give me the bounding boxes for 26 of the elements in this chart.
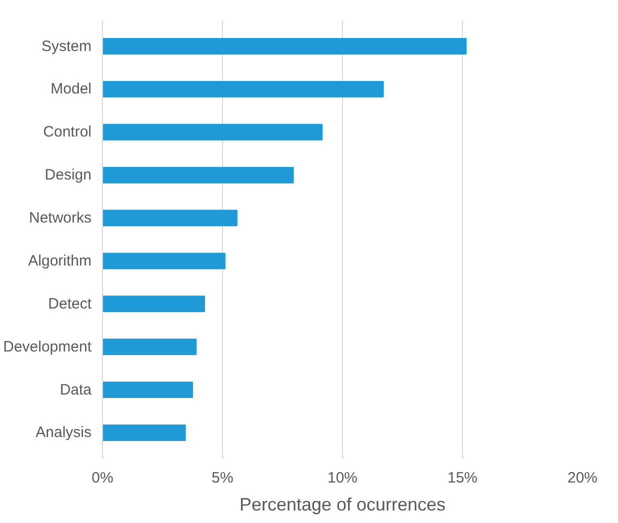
bar [102,124,323,140]
y-tick-label: Model [50,80,92,98]
x-axis-title: Percentage of ocurrences [239,494,446,514]
x-tick-label: 10% [327,470,358,486]
y-tick-label: Development [3,338,92,356]
bar [102,296,205,312]
bar [102,166,294,184]
bar [102,338,197,356]
y-tick-label: Design [44,166,92,184]
bar [102,210,238,226]
y-tick-label: Control [43,124,92,141]
x-tick-label: 0% [92,470,114,486]
y-tick-label: Analysis [36,424,92,442]
bar [102,424,186,441]
x-tick-label: 15% [447,470,478,486]
y-tick-label: Algorithm [28,252,92,270]
y-tick-label: Networks [28,210,92,227]
bar [102,252,226,270]
bar [102,80,384,98]
bar [102,382,193,398]
y-tick-label: Data [60,381,92,398]
x-tick-label: 5% [212,470,234,486]
y-tick-label: Detect [48,295,92,312]
bar [102,38,467,54]
y-tick-label: System [41,38,92,55]
x-tick-label: 20% [567,470,598,486]
